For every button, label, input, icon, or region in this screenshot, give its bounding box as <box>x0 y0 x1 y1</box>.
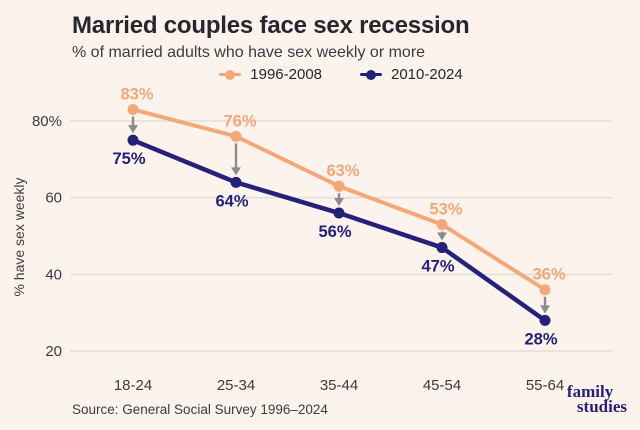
y-tick-60: 60 <box>45 190 62 207</box>
y-tick-40: 40 <box>45 266 62 283</box>
value-label-2010-2024-45-54: 47% <box>421 258 454 276</box>
decline-arrow-head-icon <box>128 125 138 134</box>
data-point-1996-2008-55-64 <box>539 284 551 296</box>
x-label-25-34: 25-34 <box>217 377 255 394</box>
x-label-45-54: 45-54 <box>423 377 461 394</box>
data-point-1996-2008-18-24 <box>127 103 139 115</box>
data-point-2010-2024-35-44 <box>333 207 345 219</box>
decline-arrow-head-icon <box>231 167 241 176</box>
value-label-1996-2008-35-44: 63% <box>326 162 359 180</box>
legend-item-1996-2008: 1996-2008 <box>219 66 322 83</box>
decline-arrow-head-icon <box>540 305 550 314</box>
y-axis-title: % have sex weekly <box>11 177 27 296</box>
value-label-2010-2024-55-64: 28% <box>524 330 557 348</box>
x-label-35-44: 35-44 <box>320 377 358 394</box>
data-point-2010-2024-18-24 <box>127 134 139 146</box>
logo-line1: family <box>566 382 614 401</box>
decline-arrow-head-icon <box>437 232 447 241</box>
value-label-1996-2008-55-64: 36% <box>532 266 565 284</box>
legend-marker-navy-icon <box>360 69 382 80</box>
data-point-2010-2024-25-34 <box>230 176 242 188</box>
logo-line2: studies <box>576 397 627 416</box>
value-label-2010-2024-25-34: 64% <box>215 192 248 210</box>
chart-subtitle: % of married adults who have sex weekly … <box>72 44 426 61</box>
y-tick-20: 20 <box>45 343 62 360</box>
value-label-2010-2024-35-44: 56% <box>318 223 351 241</box>
source-note: Source: General Social Survey 1996–2024 <box>72 402 328 417</box>
data-point-1996-2008-25-34 <box>230 130 242 142</box>
value-label-1996-2008-45-54: 53% <box>429 201 462 219</box>
x-label-18-24: 18-24 <box>114 377 152 394</box>
family-studies-logo: family studies <box>567 383 627 416</box>
legend-label: 2010-2024 <box>391 66 463 83</box>
decline-arrow-head-icon <box>334 198 344 207</box>
legend-item-2010-2024: 2010-2024 <box>360 66 463 83</box>
legend-marker-orange-icon <box>219 69 242 80</box>
chart-title: Married couples face sex recession <box>72 12 470 39</box>
value-label-1996-2008-25-34: 76% <box>223 112 256 130</box>
legend: 1996-2008 2010-2024 <box>70 66 612 83</box>
y-tick-80: 80% <box>32 113 62 130</box>
x-label-55-64: 55-64 <box>526 377 564 394</box>
value-label-1996-2008-18-24: 83% <box>120 85 153 103</box>
data-point-2010-2024-45-54 <box>436 242 448 254</box>
data-point-1996-2008-35-44 <box>333 180 345 192</box>
legend-label: 1996-2008 <box>250 66 322 83</box>
data-point-2010-2024-55-64 <box>539 314 551 326</box>
value-label-2010-2024-18-24: 75% <box>112 150 145 168</box>
data-point-1996-2008-45-54 <box>436 219 448 231</box>
